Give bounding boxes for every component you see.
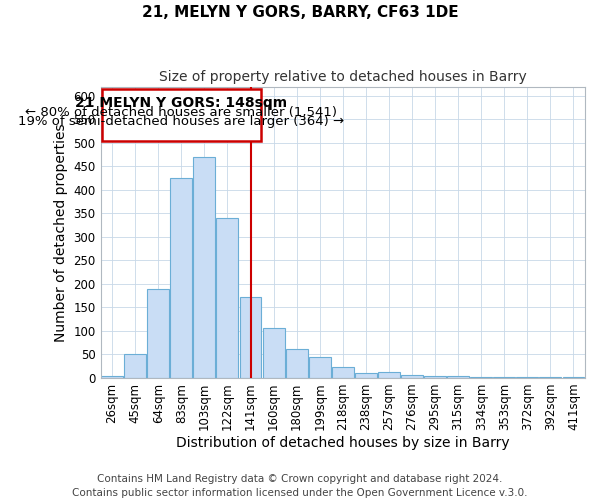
- Bar: [378, 372, 400, 378]
- Bar: [493, 377, 515, 378]
- Bar: [124, 354, 146, 378]
- Text: ← 80% of detached houses are smaller (1,541): ← 80% of detached houses are smaller (1,…: [25, 106, 337, 119]
- Text: Contains HM Land Registry data © Crown copyright and database right 2024.
Contai: Contains HM Land Registry data © Crown c…: [72, 474, 528, 498]
- Bar: [239, 297, 262, 378]
- Bar: [217, 218, 238, 378]
- Text: 19% of semi-detached houses are larger (364) →: 19% of semi-detached houses are larger (…: [18, 115, 344, 128]
- Bar: [447, 376, 469, 378]
- X-axis label: Distribution of detached houses by size in Barry: Distribution of detached houses by size …: [176, 436, 509, 450]
- Title: Size of property relative to detached houses in Barry: Size of property relative to detached ho…: [159, 70, 527, 84]
- Bar: [101, 376, 123, 378]
- Bar: [470, 377, 492, 378]
- Bar: [147, 288, 169, 378]
- Y-axis label: Number of detached properties: Number of detached properties: [54, 123, 68, 342]
- Bar: [332, 367, 354, 378]
- Text: 21, MELYN Y GORS, BARRY, CF63 1DE: 21, MELYN Y GORS, BARRY, CF63 1DE: [142, 5, 458, 20]
- Bar: [286, 349, 308, 378]
- Bar: [263, 328, 284, 378]
- Bar: [563, 377, 584, 378]
- Bar: [193, 157, 215, 378]
- Bar: [102, 89, 261, 141]
- Bar: [309, 357, 331, 378]
- Bar: [424, 376, 446, 378]
- Bar: [517, 376, 538, 378]
- Text: 21 MELYN Y GORS: 148sqm: 21 MELYN Y GORS: 148sqm: [75, 96, 287, 110]
- Bar: [355, 374, 377, 378]
- Bar: [170, 178, 192, 378]
- Bar: [401, 374, 423, 378]
